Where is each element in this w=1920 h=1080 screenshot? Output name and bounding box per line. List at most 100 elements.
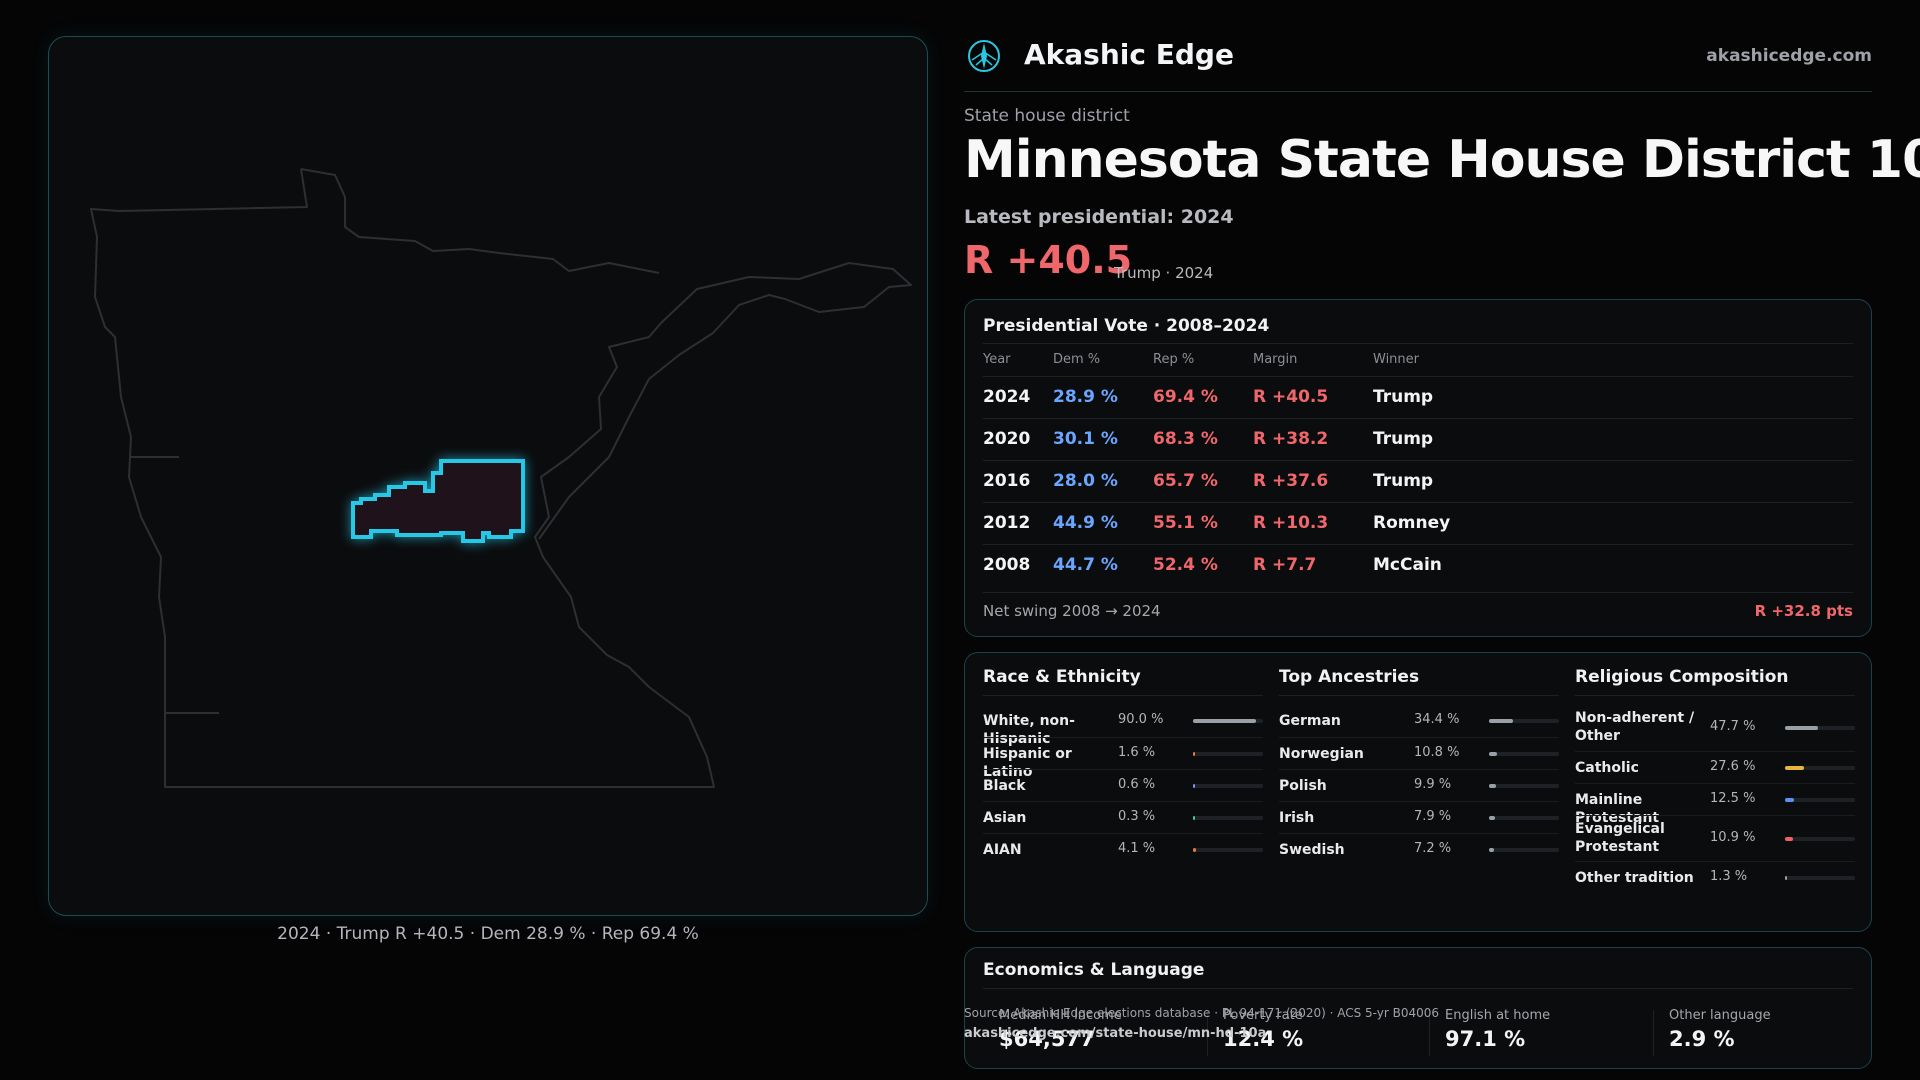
col-header-rep: Rep %	[1153, 352, 1195, 367]
demo-row[interactable]: Non-adherent / Other 47.7 %	[1575, 705, 1855, 751]
economics-title: Economics & Language	[983, 960, 1205, 980]
source-url-link[interactable]: akashicedge.com/state-house/mn-hd-10a	[964, 1026, 1267, 1041]
demo-bar-track	[1785, 766, 1855, 770]
stat-value: 2.9 %	[1669, 1027, 1735, 1051]
demo-row[interactable]: White, non-Hispanic 90.0 %	[983, 705, 1263, 747]
stat-label: Poverty rate	[1223, 1008, 1303, 1023]
stat-english-at-home: English at home 97.1 %	[1445, 1008, 1645, 1051]
net-swing-label: Net swing 2008 → 2024	[983, 602, 1161, 620]
demo-bar-fill	[1785, 876, 1787, 880]
demo-label: German	[1279, 713, 1341, 729]
demo-bar-track	[1785, 837, 1855, 841]
demo-bar-fill	[1785, 726, 1819, 730]
map-caption: 2024 · Trump R +40.5 · Dem 28.9 % · Rep …	[277, 924, 699, 944]
table-row[interactable]: 2024 28.9 % 69.4 % R +40.5 Trump	[983, 376, 1853, 418]
demo-row[interactable]: Catholic 27.6 %	[1575, 751, 1855, 783]
demo-row[interactable]: Swedish 7.2 %	[1279, 833, 1559, 865]
stat-value: 12.4 %	[1223, 1027, 1304, 1051]
cell-dem: 30.1 %	[1053, 429, 1118, 449]
state-map[interactable]	[49, 37, 928, 916]
latest-presidential-label: Latest presidential: 2024	[964, 206, 1234, 228]
demo-value: 27.6 %	[1710, 759, 1756, 774]
stat-poverty-rate: Poverty rate 12.4 %	[1223, 1008, 1423, 1051]
stat-median-income: Median HH income $64,577	[999, 1008, 1199, 1051]
demo-bar-fill	[1193, 719, 1256, 723]
demo-row[interactable]: Norwegian 10.8 %	[1279, 737, 1559, 769]
cell-margin: R +10.3	[1253, 513, 1329, 533]
demo-row[interactable]: Mainline Protestant 12.5 %	[1575, 783, 1855, 826]
divider	[983, 695, 1263, 696]
demo-row[interactable]: AIAN 4.1 %	[983, 833, 1263, 865]
col-header-dem: Dem %	[1053, 352, 1101, 367]
demo-bar-fill	[1193, 816, 1195, 820]
cell-year: 2024	[983, 387, 1031, 407]
col-header-year: Year	[983, 352, 1011, 367]
demo-label: AIAN	[983, 842, 1022, 858]
demo-row[interactable]: Irish 7.9 %	[1279, 801, 1559, 833]
divider	[983, 343, 1853, 344]
religion-title: Religious Composition	[1575, 667, 1789, 687]
district-10a-highlight[interactable]	[351, 459, 525, 543]
latest-margin-winner: Trump · 2024	[1114, 264, 1214, 282]
demo-bar-track	[1785, 726, 1855, 730]
demo-label: Other tradition	[1575, 870, 1694, 886]
demo-row[interactable]: Evangelical Protestant 10.9 %	[1575, 815, 1855, 861]
demographics-card: Race & Ethnicity White, non-Hispanic 90.0…	[964, 652, 1872, 932]
table-row[interactable]: 2016 28.0 % 65.7 % R +37.6 Trump	[983, 460, 1853, 502]
demo-row[interactable]: Hispanic or Latino 1.6 %	[983, 737, 1263, 780]
stat-label: Median HH income	[999, 1008, 1122, 1023]
race-title: Race & Ethnicity	[983, 667, 1141, 687]
demo-row[interactable]: Other tradition 1.3 %	[1575, 861, 1855, 893]
demo-label: Norwegian	[1279, 746, 1364, 762]
demo-value: 47.7 %	[1710, 719, 1756, 734]
demo-row[interactable]: Asian 0.3 %	[983, 801, 1263, 833]
brand-name[interactable]: Akashic Edge	[1024, 38, 1234, 71]
demo-row[interactable]: German 34.4 %	[1279, 705, 1559, 737]
cell-winner: Trump	[1373, 387, 1434, 407]
demo-label: White, non-Hispanic	[983, 713, 1075, 747]
demo-bar-track	[1785, 876, 1855, 880]
demo-value: 34.4 %	[1414, 712, 1460, 727]
divider	[1575, 695, 1855, 696]
brand-url-link[interactable]: akashicedge.com	[1706, 46, 1872, 66]
demo-label: Catholic	[1575, 760, 1639, 776]
cell-dem: 44.9 %	[1053, 513, 1118, 533]
demo-bar-fill	[1785, 837, 1793, 841]
divider	[1207, 1010, 1208, 1056]
demo-bar-track	[1193, 848, 1263, 852]
demo-value: 7.2 %	[1414, 841, 1452, 856]
demo-value: 90.0 %	[1118, 712, 1164, 727]
table-row[interactable]: 2020 30.1 % 68.3 % R +38.2 Trump	[983, 418, 1853, 460]
demo-value: 4.1 %	[1118, 841, 1156, 856]
stat-value: $64,577	[999, 1027, 1095, 1051]
demo-bar-fill	[1489, 719, 1514, 723]
cell-rep: 68.3 %	[1153, 429, 1218, 449]
demo-bar-fill	[1193, 848, 1196, 852]
table-row[interactable]: 2008 44.7 % 52.4 % R +7.7 McCain	[983, 544, 1853, 586]
table-row[interactable]: 2012 44.9 % 55.1 % R +10.3 Romney	[983, 502, 1853, 544]
stat-label: English at home	[1445, 1008, 1551, 1023]
cell-rep: 52.4 %	[1153, 555, 1218, 575]
demo-row[interactable]: Black 0.6 %	[983, 769, 1263, 801]
district-type: State house district	[964, 106, 1130, 126]
demo-value: 10.9 %	[1710, 830, 1756, 845]
cell-dem: 28.0 %	[1053, 471, 1118, 491]
presidential-card-title: Presidential Vote · 2008–2024	[983, 316, 1270, 336]
map-panel[interactable]	[48, 36, 928, 916]
cell-year: 2020	[983, 429, 1031, 449]
latest-margin: R +40.5	[964, 238, 1133, 282]
demo-bar-track	[1489, 816, 1559, 820]
demo-label: Polish	[1279, 778, 1327, 794]
cell-dem: 28.9 %	[1053, 387, 1118, 407]
demo-value: 1.3 %	[1710, 869, 1748, 884]
ancestry-title: Top Ancestries	[1279, 667, 1420, 687]
demo-value: 0.3 %	[1118, 809, 1156, 824]
demo-row[interactable]: Polish 9.9 %	[1279, 769, 1559, 801]
compass-rose-icon[interactable]	[966, 38, 1002, 74]
presidential-vote-card: Presidential Vote · 2008–2024 Year Dem %…	[964, 299, 1872, 637]
cell-winner: Trump	[1373, 471, 1434, 491]
demo-label: Hispanic or Latino	[983, 746, 1072, 780]
demo-value: 1.6 %	[1118, 745, 1156, 760]
divider	[1429, 1010, 1430, 1056]
demo-bar-track	[1489, 784, 1559, 788]
